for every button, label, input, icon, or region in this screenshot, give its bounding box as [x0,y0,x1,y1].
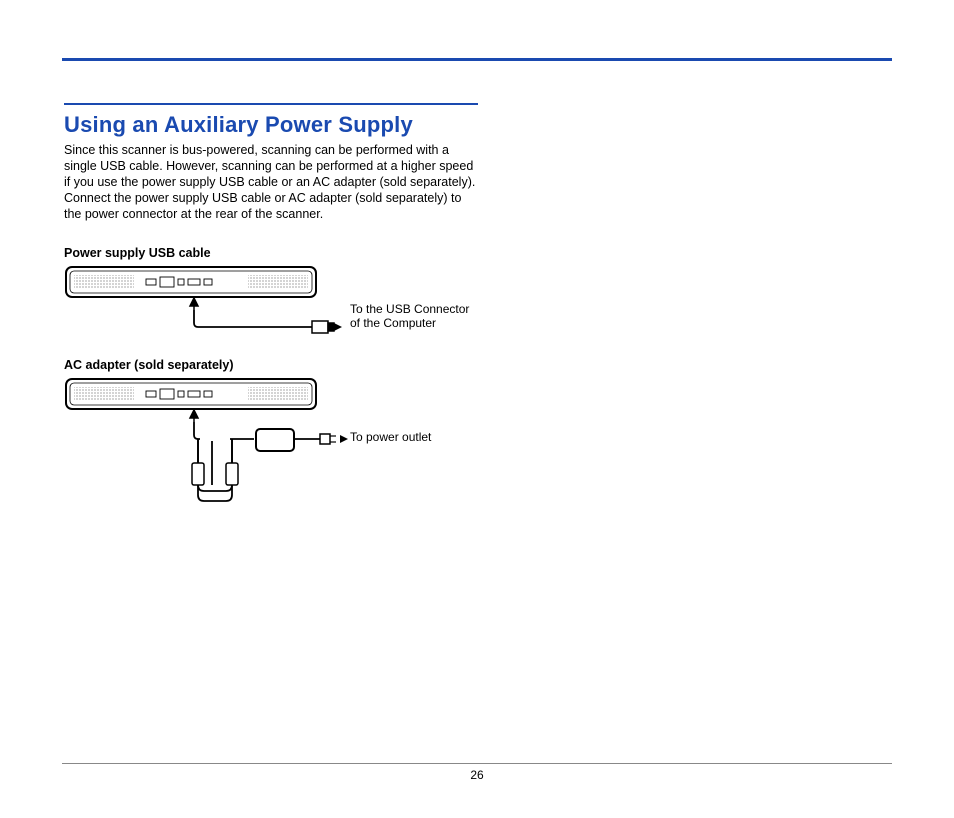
usb-cable-subhead: Power supply USB cable [64,246,211,260]
ac-callout-label: To power outlet [350,430,431,444]
paragraph-2: Connect the power supply USB cable or AC… [64,190,478,222]
top-rule [62,58,892,61]
body-copy: Since this scanner is bus-powered, scann… [64,142,478,222]
usb-callout-label: To the USB Connector of the Computer [350,302,470,330]
ac-adapter-subhead: AC adapter (sold separately) [64,358,234,372]
page-number: 26 [0,768,954,782]
bottom-rule [62,763,892,764]
paragraph-1: Since this scanner is bus-powered, scann… [64,142,478,190]
section-heading: Using an Auxiliary Power Supply [64,112,413,138]
section-rule [64,103,478,105]
